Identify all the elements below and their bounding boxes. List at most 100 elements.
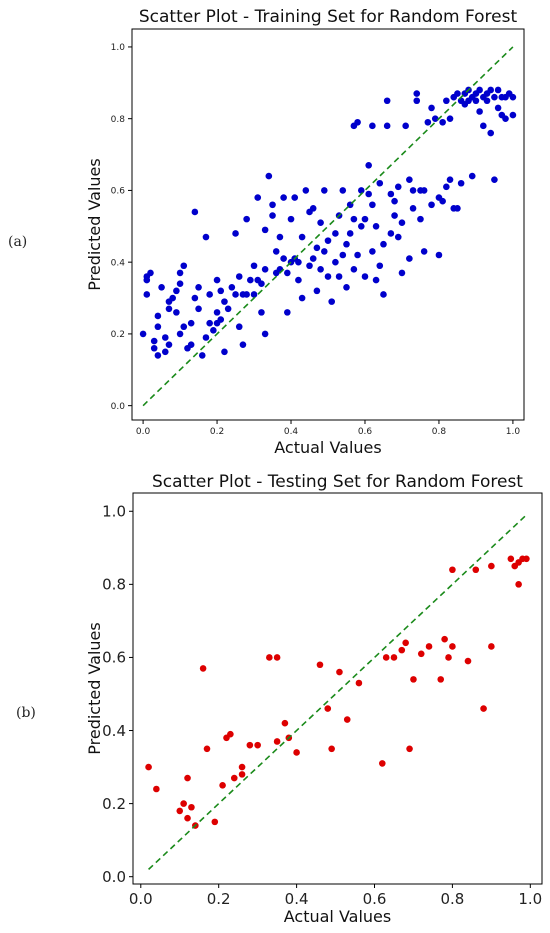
train-data-point [372, 222, 380, 230]
test-data-point [406, 745, 413, 753]
test-data-point [266, 654, 273, 661]
train-data-point [284, 309, 291, 316]
test-y-axis-label: Predicted Values [85, 622, 104, 754]
train-data-point [176, 280, 184, 287]
train-plot-frame [131, 28, 525, 421]
test-data-point [437, 676, 445, 683]
test-data-point [211, 818, 219, 826]
test-data-point [199, 665, 207, 672]
test-x-tick-label: 0.2 [207, 890, 231, 908]
train-data-point [309, 205, 317, 212]
train-data-point [258, 309, 265, 316]
test-x-tick-label: 0.8 [440, 890, 464, 908]
train-data-point [398, 219, 406, 227]
train-data-point [195, 283, 202, 291]
train-data-point [420, 187, 428, 194]
train-data-point [357, 222, 365, 230]
train-data-point [165, 305, 173, 313]
test-x-tick-label: 0.0 [129, 890, 153, 908]
train-data-point [332, 230, 339, 237]
panel-label-a: (a) [8, 234, 28, 250]
train-data-point [298, 294, 306, 302]
train-data-point [391, 197, 398, 205]
train-data-point [243, 215, 250, 223]
train-data-point [487, 129, 495, 137]
test-data-point [343, 716, 351, 723]
train-x-tick-label: 0.0 [136, 427, 151, 437]
train-data-point [291, 194, 299, 201]
train-data-point [232, 230, 239, 237]
train-data-point [387, 230, 395, 237]
test-data-point [417, 650, 425, 658]
train-data-point [213, 276, 221, 284]
train-data-point [195, 305, 202, 313]
train-data-point [350, 266, 358, 273]
test-data-point [184, 814, 191, 822]
train-data-point [509, 93, 517, 101]
train-data-point [494, 86, 502, 94]
train-data-point [206, 319, 213, 327]
train-x-tick-label: 0.4 [284, 427, 299, 437]
train-data-point [217, 287, 225, 295]
train-data-point [369, 122, 376, 130]
train-data-point [250, 291, 258, 298]
train-data-point [472, 97, 480, 105]
train-y-tick-label: 0.0 [111, 402, 126, 412]
test-data-point [402, 639, 409, 647]
test-chart-title: Scatter Plot - Testing Set for Random Fo… [152, 472, 523, 492]
test-data-point [176, 807, 184, 815]
train-data-point [491, 176, 498, 183]
train-data-point [165, 341, 173, 348]
test-ideal-fit-line [148, 514, 527, 870]
train-data-point [343, 283, 350, 291]
train-data-point [380, 291, 387, 298]
train-data-point [284, 269, 291, 277]
train-data-point [280, 255, 287, 262]
test-data-point [203, 745, 211, 753]
train-data-point [147, 269, 154, 277]
train-data-point [350, 215, 358, 223]
train-data-point [394, 233, 402, 241]
train-data-point [235, 273, 243, 280]
test-data-point [153, 785, 160, 793]
train-data-point [321, 248, 328, 255]
test-data-point [464, 657, 472, 665]
train-data-point [339, 187, 347, 194]
train-data-point [198, 352, 206, 359]
train-data-point [150, 337, 158, 345]
train-data-point [321, 187, 328, 194]
train-data-point [173, 287, 180, 295]
train-data-point [324, 237, 332, 244]
train-data-point [313, 244, 321, 252]
train-data-point [354, 118, 361, 126]
train-data-point [280, 194, 287, 201]
train-data-point [210, 327, 217, 334]
train-data-point [454, 205, 461, 212]
train-data-point [187, 341, 195, 348]
train-data-point [398, 269, 406, 277]
train-data-point [346, 230, 354, 237]
train-data-point [357, 187, 365, 194]
train-data-point [494, 104, 502, 112]
train-data-point [428, 201, 435, 209]
test-data-point [488, 562, 495, 570]
test-data-point [445, 654, 452, 661]
train-data-point [435, 251, 443, 259]
train-data-point [213, 309, 221, 316]
train-data-point [206, 291, 213, 298]
train-data-point [261, 330, 269, 338]
train-data-point [406, 176, 413, 183]
train-data-point [261, 266, 269, 273]
train-data-point [250, 262, 258, 270]
train-x-axis-label: Actual Values [274, 438, 381, 457]
train-data-point [239, 341, 247, 348]
train-data-point [409, 187, 417, 194]
train-data-point [313, 287, 321, 295]
train-data-point [428, 104, 435, 112]
train-data-point [502, 115, 509, 122]
test-data-point [355, 679, 363, 687]
test-data-point [230, 774, 238, 782]
test-data-point [188, 803, 195, 811]
panel-label-b: (b) [16, 705, 36, 721]
train-data-point [394, 183, 402, 191]
